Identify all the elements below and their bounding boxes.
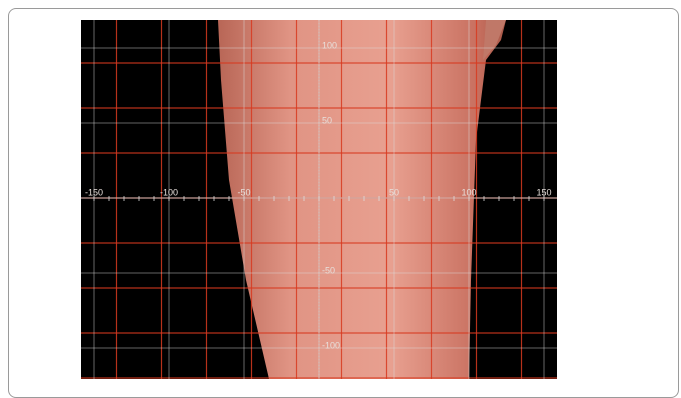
limb	[218, 20, 506, 379]
x-axis-label: 50	[389, 187, 399, 197]
y-axis-label: 50	[322, 115, 332, 125]
limb-edge	[483, 20, 506, 60]
y-axis-label: 100	[322, 40, 337, 50]
y-axis-label: -100	[322, 340, 340, 350]
x-axis-label: -100	[160, 187, 178, 197]
x-axis-label: -150	[85, 187, 103, 197]
x-axis-label: 100	[461, 187, 476, 197]
figure-image: -150 -100 -50 50 100 150 100 50 -50 -100	[81, 20, 557, 379]
y-axis-label: -50	[322, 265, 335, 275]
axis-labels: -150 -100 -50 50 100 150 100 50 -50 -100	[85, 40, 552, 350]
x-axis-label: 150	[536, 187, 551, 197]
x-axis-label: -50	[237, 187, 250, 197]
grid	[81, 20, 557, 379]
